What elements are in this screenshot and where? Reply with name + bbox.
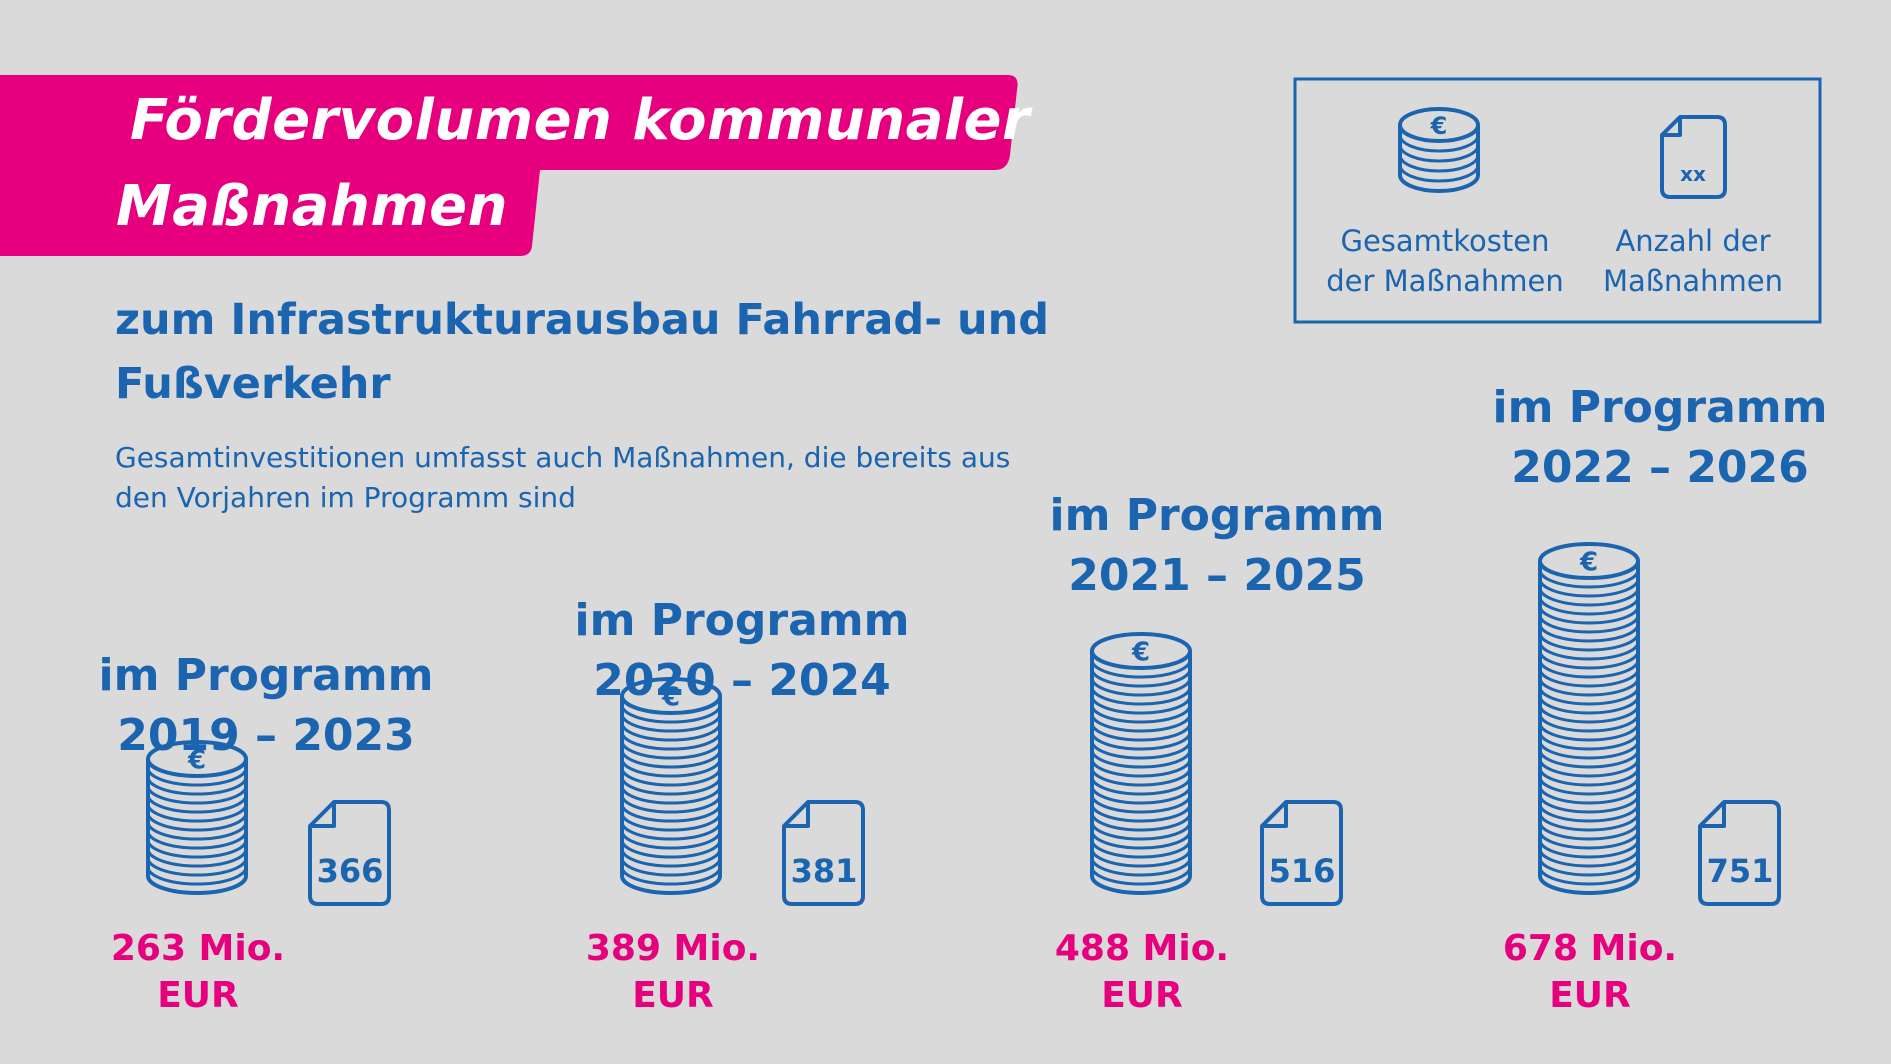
coin-stack-1: € bbox=[146, 740, 248, 895]
cost-label-1: 263 Mio. EUR bbox=[110, 928, 286, 1016]
program-label-4-line1: im Programm bbox=[1492, 382, 1828, 433]
coin-stack-1-euro-sign: € bbox=[187, 745, 206, 775]
legend-count-label: Anzahl der Maßnahmen bbox=[1602, 224, 1784, 298]
legend-doc-placeholder: xx bbox=[1680, 162, 1706, 186]
document-icon-2 bbox=[782, 800, 865, 906]
program-label-1-line1: im Programm bbox=[98, 650, 434, 701]
coin-stack-4: € bbox=[1538, 542, 1640, 895]
coin-stack-4-euro-sign: € bbox=[1579, 547, 1598, 577]
program-label-4: im Programm 2022 – 2026 bbox=[1480, 378, 1840, 498]
legend-coin-stack-icon: € bbox=[1398, 107, 1480, 193]
count-label-3: 516 bbox=[1268, 852, 1336, 890]
legend-coin-stack-icon-euro-sign: € bbox=[1430, 112, 1448, 140]
coin-stack-2-euro-sign: € bbox=[661, 682, 680, 712]
legend-cost-label: Gesamtkosten der Maßnahmen bbox=[1326, 224, 1564, 298]
footnote: Gesamtinvestitionen umfasst auch Maßnahm… bbox=[115, 441, 1011, 514]
legend-box bbox=[1293, 77, 1822, 324]
title-line-2: Maßnahmen bbox=[116, 174, 509, 239]
program-label-2-line1: im Programm bbox=[574, 595, 910, 646]
count-label-4: 751 bbox=[1706, 852, 1774, 890]
program-label-4-line2: 2022 – 2026 bbox=[1511, 442, 1809, 493]
cost-label-2: 389 Mio. EUR bbox=[585, 928, 761, 1016]
count-label-2: 381 bbox=[790, 852, 858, 890]
cost-label-4: 678 Mio. EUR bbox=[1502, 928, 1678, 1016]
program-label-2-line2: 2020 – 2024 bbox=[593, 655, 891, 706]
program-label-3-line2: 2021 – 2025 bbox=[1068, 550, 1366, 601]
program-label-1-line2: 2019 – 2023 bbox=[117, 710, 415, 761]
document-icon-1 bbox=[308, 800, 391, 906]
program-label-2: im Programm 2020 – 2024 bbox=[562, 591, 922, 711]
legend-document-icon bbox=[1660, 115, 1727, 199]
program-label-3: im Programm 2021 – 2025 bbox=[1037, 486, 1397, 606]
document-icon-4 bbox=[1698, 800, 1781, 906]
title-line-1: Fördervolumen kommunaler bbox=[130, 88, 1031, 153]
document-icon-3 bbox=[1260, 800, 1343, 906]
coin-stack-3-euro-sign: € bbox=[1131, 637, 1150, 667]
title-banner bbox=[0, 75, 1018, 256]
program-label-1: im Programm 2019 – 2023 bbox=[86, 646, 446, 766]
cost-label-3: 488 Mio. EUR bbox=[1054, 928, 1230, 1016]
program-label-3-line1: im Programm bbox=[1049, 490, 1385, 541]
count-label-1: 366 bbox=[316, 852, 384, 890]
subtitle: zum Infrastrukturausbau Fahrrad- und Fuß… bbox=[115, 295, 1050, 409]
coin-stack-3: € bbox=[1090, 632, 1192, 895]
coin-stack-2: € bbox=[620, 677, 722, 895]
